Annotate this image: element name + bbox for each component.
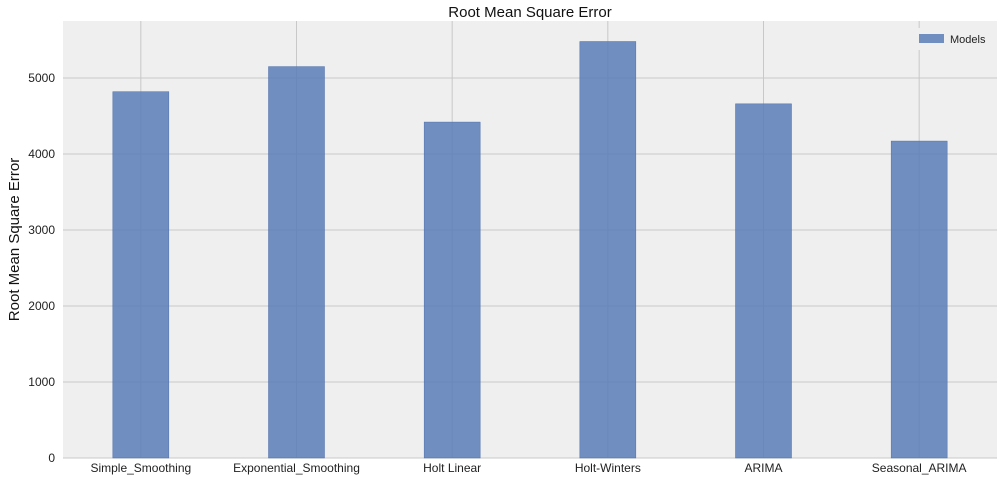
y-axis-ticks: 0 1000 2000 3000 4000 5000 (28, 71, 55, 465)
y-tick-label: 3000 (28, 223, 55, 237)
y-tick-label: 5000 (28, 71, 55, 85)
bar (112, 91, 170, 459)
bar (579, 41, 637, 459)
y-tick-label: 4000 (28, 147, 55, 161)
legend-box (913, 28, 991, 50)
x-tick-label: Simple_Smoothing (90, 461, 191, 475)
bar (423, 121, 481, 459)
x-axis-ticks: Simple_Smoothing Exponential_Smoothing Hol… (90, 461, 966, 475)
legend: Models (913, 28, 991, 50)
plot-area (63, 21, 997, 458)
legend-label: Models (950, 34, 986, 46)
bars (112, 41, 948, 459)
x-tick-label: Holt Linear (423, 461, 481, 475)
bar (890, 140, 948, 459)
chart-title: Root Mean Square Error (448, 4, 611, 21)
y-tick-label: 0 (48, 451, 55, 465)
bar (268, 66, 325, 459)
grid (63, 21, 997, 459)
legend-swatch (919, 34, 944, 43)
x-tick-label: Holt-Winters (575, 461, 641, 475)
bar (735, 103, 792, 459)
y-axis-label: Root Mean Square Error (6, 158, 23, 321)
y-tick-label: 1000 (28, 375, 55, 389)
x-tick-label: ARIMA (744, 461, 782, 475)
y-tick-label: 2000 (28, 299, 55, 313)
x-tick-label: Exponential_Smoothing (233, 461, 360, 475)
x-tick-label: Seasonal_ARIMA (872, 461, 967, 475)
